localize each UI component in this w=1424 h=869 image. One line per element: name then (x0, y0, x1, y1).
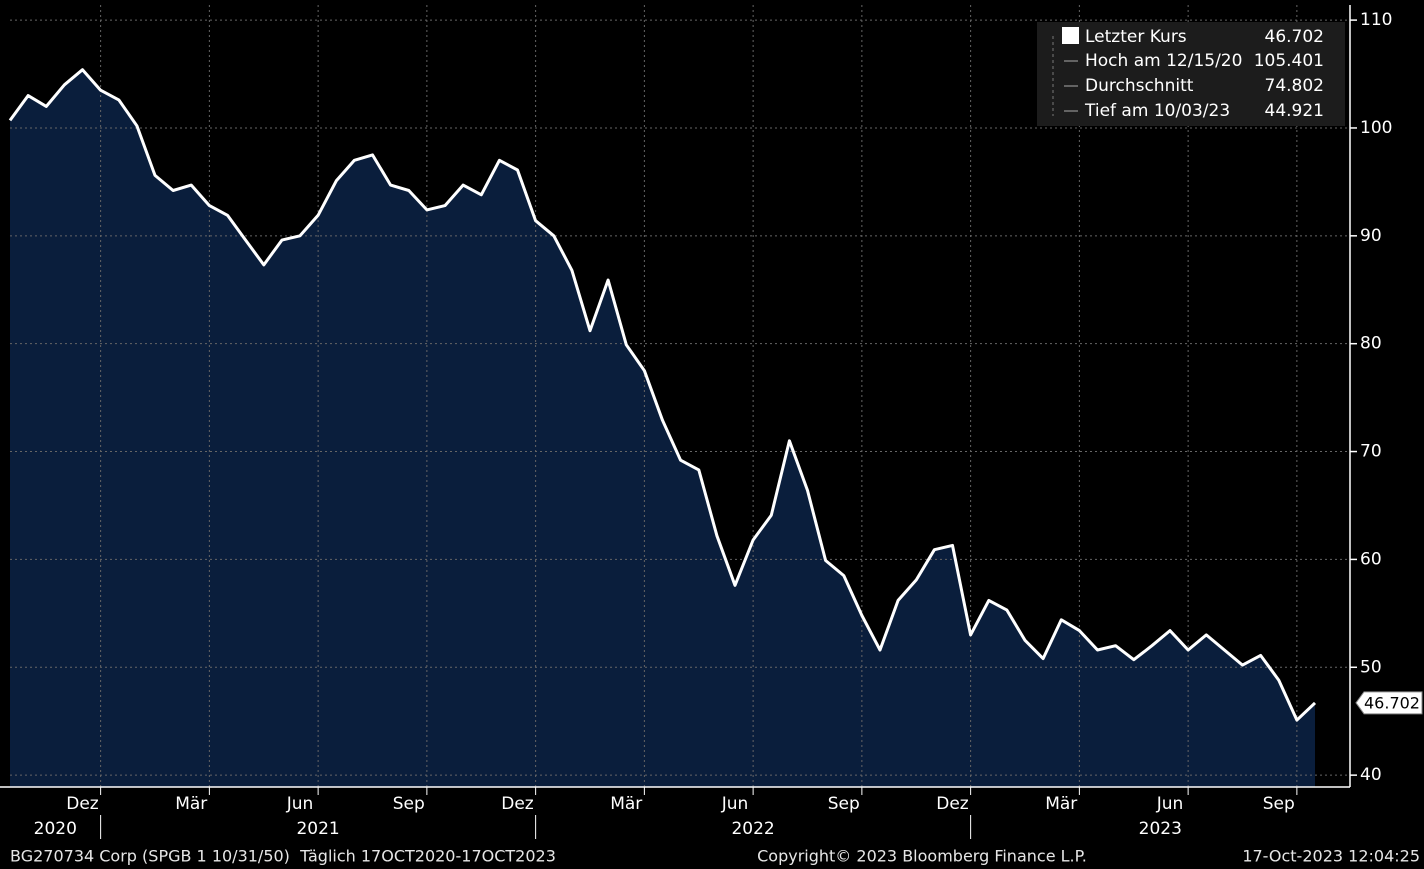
legend-swatch (1062, 27, 1079, 44)
area (10, 69, 1315, 787)
x-tick-label: Dez (936, 794, 969, 814)
y-tick-label: 100 (1360, 118, 1392, 138)
legend-stat-label: Hoch am 12/15/20 (1085, 51, 1242, 71)
y-tick-label: 40 (1360, 765, 1382, 785)
x-tick-label: Jun (286, 794, 314, 814)
x-tick-label: Dez (66, 794, 99, 814)
legend-stat-label: Tief am 10/03/23 (1084, 101, 1230, 121)
x-tick-label: Mär (175, 794, 207, 814)
x-tick-label: Sep (828, 794, 860, 814)
x-tick-label: Jun (1156, 794, 1184, 814)
legend-box (1037, 22, 1345, 126)
y-tick-label: 110 (1360, 10, 1392, 30)
footer-left: BG270734 Corp (SPGB 1 10/31/50) Täglich … (10, 847, 556, 866)
legend-entry: Letzter Kurs (1085, 27, 1187, 47)
y-tick-label: 80 (1360, 334, 1382, 354)
footer-center: Copyright© 2023 Bloomberg Finance L.P. (757, 847, 1087, 866)
last-value-tag (1355, 691, 1423, 715)
x-tick-label: Sep (393, 794, 425, 814)
year-label: 2021 (296, 819, 339, 839)
y-tick-label: 90 (1360, 226, 1382, 246)
last-value-label: 46.702 (1364, 693, 1420, 712)
footer-right: 17-Oct-2023 12:04:25 (1242, 847, 1420, 866)
year-label: 2023 (1139, 819, 1182, 839)
line (8, 68, 1317, 722)
x-tick-label: Mär (1045, 794, 1077, 814)
y-tick-label: 60 (1360, 549, 1382, 569)
x-tick-label: Dez (501, 794, 534, 814)
legend: Letzter Kurs 46.702 Hoch am 12/15/20 105.40… (1037, 22, 1345, 126)
y-tick-label: 70 (1360, 442, 1382, 462)
year-label: 2022 (731, 819, 774, 839)
x-tick-label: Sep (1263, 794, 1295, 814)
x-tick-label: Mär (610, 794, 642, 814)
legend-stat-value: 74.802 (1265, 76, 1324, 96)
legend-stat-value: 105.401 (1254, 51, 1324, 71)
year-label: 2020 (34, 819, 77, 839)
x-tick-label: Jun (721, 794, 749, 814)
legend-stat-label: Durchschnitt (1085, 76, 1194, 96)
y-tick-label: 50 (1360, 657, 1382, 677)
legend-value: 46.702 (1265, 27, 1324, 47)
legend-stat-value: 44.921 (1265, 101, 1324, 121)
